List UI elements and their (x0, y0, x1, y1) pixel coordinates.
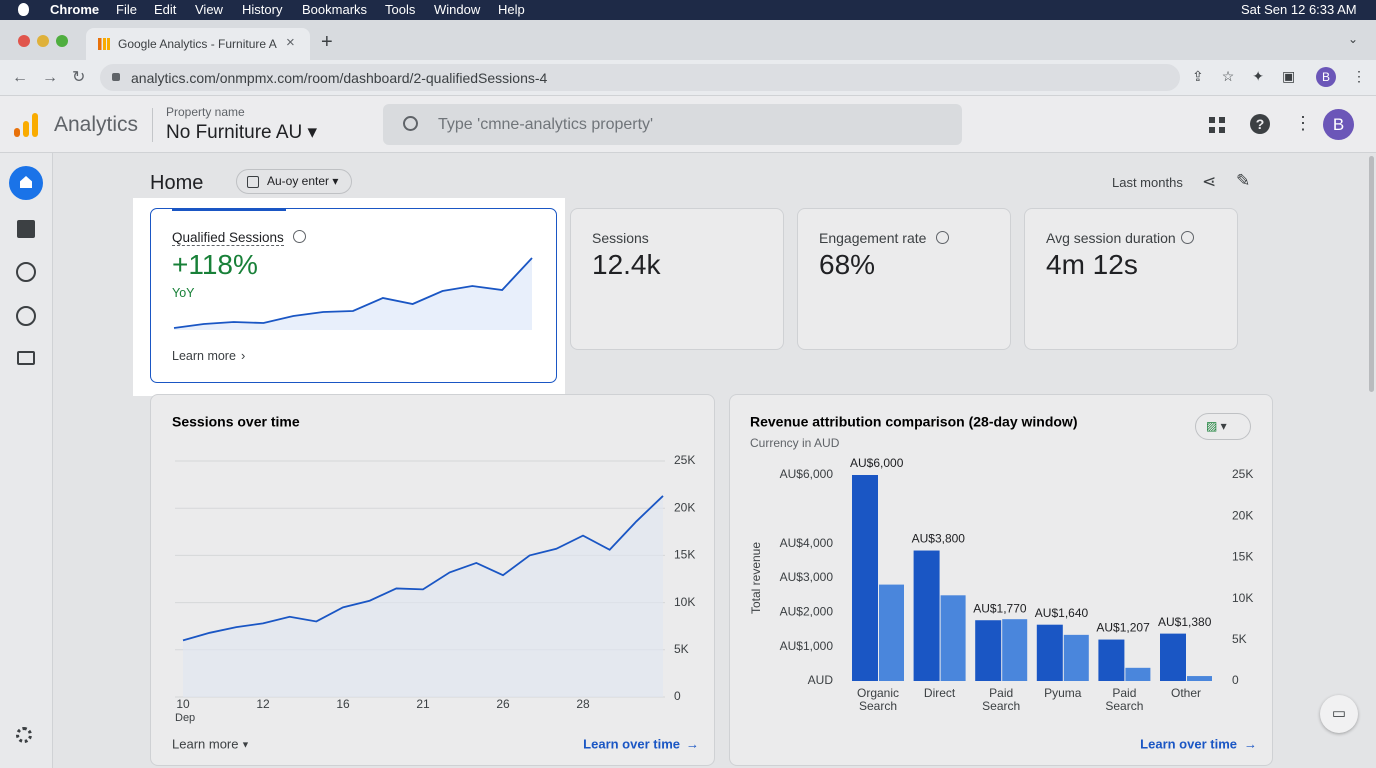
property-name: No Furniture AU (166, 122, 303, 143)
profile-avatar[interactable]: B (1316, 67, 1336, 87)
lock-icon (112, 73, 120, 81)
learn-more[interactable]: Learn more (172, 349, 236, 363)
property-picker[interactable]: No Furniture AU ▾ (166, 122, 318, 143)
x-tick-label: Organic Search (856, 686, 900, 713)
x-tick-label: Pyuma (1044, 686, 1082, 700)
metric-value: +118% (172, 249, 258, 280)
sidebar (0, 153, 53, 768)
metric-title: Sessions (592, 230, 649, 246)
apps-icon[interactable] (1209, 117, 1225, 133)
date-range[interactable]: Last months (1112, 175, 1183, 190)
sessions-chart-card (150, 394, 715, 766)
url: analytics.com/onmpmx.com/room/dashboard/… (131, 70, 548, 86)
window-zoom[interactable] (56, 35, 68, 47)
menu-item[interactable]: View (195, 2, 223, 17)
menu-item[interactable]: Tools (385, 2, 416, 17)
nav-reports[interactable] (17, 220, 35, 238)
share-icon[interactable]: ⋖ (1202, 172, 1217, 191)
help-icon[interactable]: ? (1250, 114, 1270, 134)
metric-value: 12.4k (592, 249, 661, 280)
menu-item[interactable]: Help (498, 2, 525, 17)
more-icon[interactable]: ⋮ (1294, 113, 1312, 133)
tab-strip: Google Analytics - Furniture A × + ⌄ (0, 20, 1376, 60)
feedback-button[interactable]: ▭ (1320, 695, 1358, 733)
new-tab[interactable]: + (321, 31, 333, 53)
metric-card[interactable]: Avg session duration 4m 12s (1024, 208, 1238, 350)
address-row: ←→↻ analytics.com/onmpmx.com/room/dashbo… (0, 60, 1376, 96)
browser-actions[interactable]: ⇪☆✦▣ (1192, 68, 1314, 84)
clock: Sat Sen 12 6:33 AM (1241, 2, 1357, 17)
metric-card-highlighted[interactable]: Qualified Sessions +118% YoY Learn more › (150, 208, 557, 383)
card-accent (172, 208, 286, 211)
app-header: Analytics Property name No Furniture AU … (0, 96, 1376, 153)
nav-buttons[interactable]: ←→↻ (12, 69, 100, 86)
search-placeholder: Type 'cmne-analytics property' (438, 116, 654, 133)
metric-value: 4m 12s (1046, 249, 1138, 280)
edit-icon[interactable]: ✎ (1236, 171, 1251, 190)
comparison-text: Au-oy enter (267, 174, 330, 188)
metric-card[interactable]: Engagement rate 68% (797, 208, 1011, 350)
help-icon (1181, 231, 1194, 244)
tab-close[interactable]: × (286, 34, 295, 51)
chevron: › (241, 348, 246, 363)
address-bar[interactable]: analytics.com/onmpmx.com/room/dashboard/… (100, 64, 1180, 91)
nav-settings[interactable] (16, 727, 32, 743)
page-title: Home (150, 172, 204, 194)
menu-item[interactable]: Bookmarks (302, 2, 368, 17)
metric-value: 68% (819, 249, 876, 280)
metric-title: Qualified Sessions (172, 230, 284, 246)
metric-card[interactable]: Sessions 12.4k (570, 208, 784, 350)
browser-menu[interactable]: ⋮ (1352, 68, 1366, 84)
tab-search[interactable]: ⌄ (1348, 32, 1359, 46)
divider (152, 108, 153, 142)
menu-item[interactable]: Edit (154, 2, 177, 17)
menubar: Chrome File Edit View History Bookmarks Tools W… (0, 0, 1376, 20)
tab-title: Google Analytics - Furniture A (118, 37, 277, 51)
x-tick-label: Paid Search (1105, 686, 1144, 713)
menu-item[interactable]: Window (434, 2, 481, 17)
x-tick-label: Other (1170, 686, 1201, 700)
window-minimize[interactable] (37, 35, 49, 47)
apple-menu[interactable] (18, 3, 29, 16)
chart-type-button[interactable]: ▨ ▾ (1195, 413, 1251, 440)
help-icon (293, 230, 306, 243)
brand: Analytics (54, 113, 139, 136)
app-menu[interactable]: Chrome (50, 2, 100, 17)
nav-explore[interactable] (16, 262, 36, 282)
property-label: Property name (166, 105, 245, 119)
search-box[interactable]: Type 'cmne-analytics property' (383, 104, 962, 145)
metric-title: Engagement rate (819, 230, 927, 246)
search-icon (403, 116, 418, 131)
scrollbar (1369, 156, 1374, 392)
tab-favicon (98, 38, 110, 50)
nav-home[interactable] (9, 166, 43, 200)
x-tick-label: Direct (923, 686, 956, 700)
account-avatar[interactable]: B (1323, 109, 1354, 140)
revenue-chart-card (729, 394, 1273, 766)
help-icon (936, 231, 949, 244)
logo (14, 113, 38, 137)
tab[interactable]: Google Analytics - Furniture A × (86, 28, 310, 60)
nav-configure[interactable] (17, 351, 35, 365)
metric-title: Avg session duration (1046, 230, 1176, 246)
window-close[interactable] (18, 35, 30, 47)
menu-item[interactable]: History (242, 2, 283, 17)
menu-item[interactable]: File (116, 2, 137, 17)
nav-advertising[interactable] (16, 306, 36, 326)
x-tick-label: Paid Search (982, 686, 1021, 713)
metric-note: YoY (172, 286, 195, 300)
comparison-chip[interactable]: Au-oy enter ▾ (236, 169, 352, 194)
